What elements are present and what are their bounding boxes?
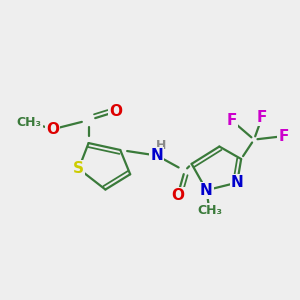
Text: F: F: [279, 129, 289, 144]
Text: F: F: [227, 113, 237, 128]
Text: S: S: [73, 161, 84, 176]
Text: CH₃: CH₃: [16, 116, 42, 129]
Text: CH₃: CH₃: [197, 204, 222, 217]
Text: H: H: [156, 139, 166, 152]
Text: N: N: [151, 148, 163, 163]
Text: N: N: [200, 183, 213, 198]
Text: F: F: [257, 110, 267, 125]
Text: O: O: [109, 104, 122, 119]
Text: O: O: [171, 188, 184, 202]
Text: N: N: [231, 175, 244, 190]
Text: O: O: [46, 122, 59, 137]
